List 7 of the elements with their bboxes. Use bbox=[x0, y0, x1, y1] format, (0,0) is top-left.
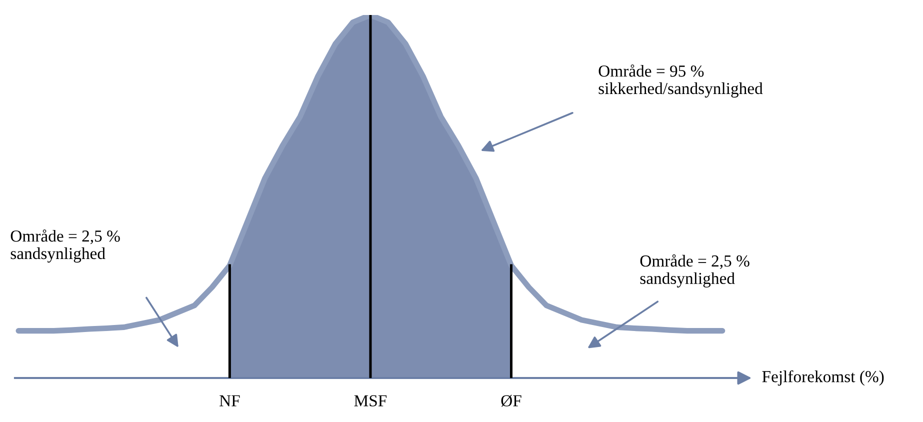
annotation: Område = 2,5 % sandsynlighed bbox=[640, 254, 750, 288]
annotation: Område = 2,5 % sandsynlighed bbox=[10, 229, 120, 263]
x-tick-label: NF bbox=[220, 395, 240, 406]
x-axis-title: Fejlforekomst (%) bbox=[762, 370, 884, 386]
annotation: Område = 95 % sikkerhed/sandsynlighed bbox=[598, 64, 763, 98]
x-tick-label: MSF bbox=[354, 395, 387, 406]
x-tick-label: ØF bbox=[501, 394, 522, 407]
